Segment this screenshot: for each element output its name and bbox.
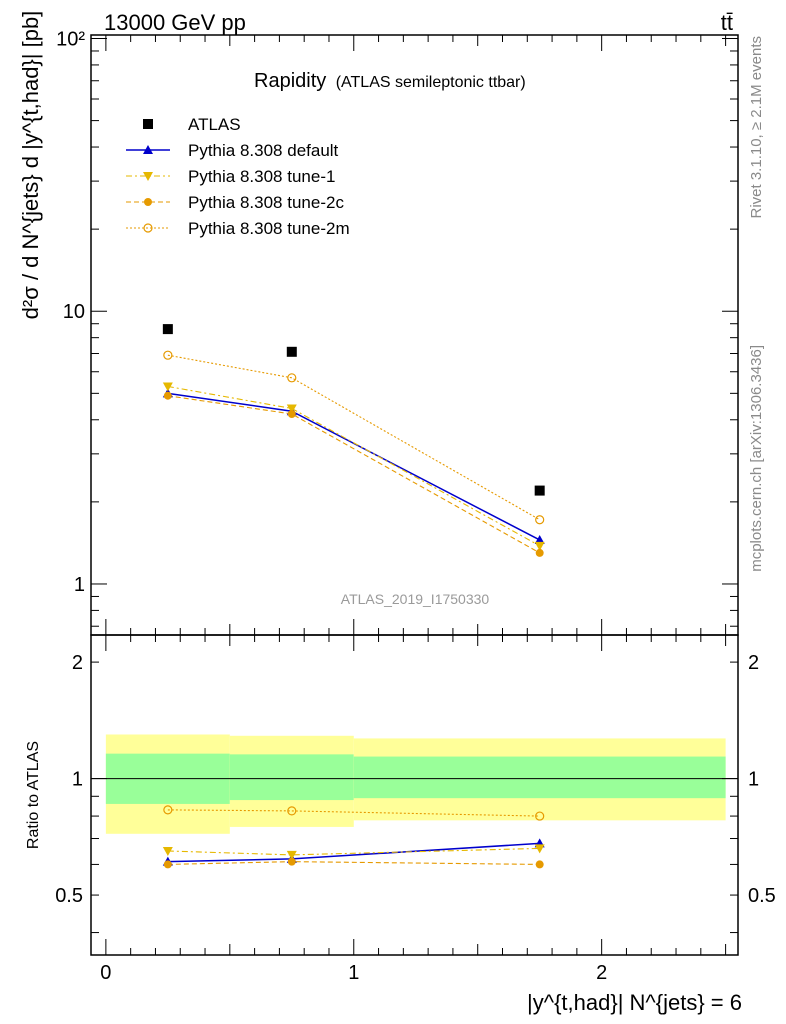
ratio-marker-pythia-8-308-tune-1 [534, 844, 545, 854]
legend-label-pythia-8-308-default: Pythia 8.308 default [188, 141, 339, 160]
uncertainty-bands [91, 734, 738, 834]
y-tick-label: 1 [74, 574, 85, 596]
ratio-panel-frame [90, 634, 739, 956]
analysis-id: ATLAS_2019_I1750330 [341, 591, 490, 607]
legend-marker-pythia-8-308-tune-1 [143, 172, 153, 181]
ratio-tick-label: 2 [72, 652, 83, 674]
marker-pythia-8-308-tune-2c [287, 409, 296, 418]
series-line-pythia-8-308-default [167, 392, 541, 541]
series-line-pythia-8-308-tune-2m [167, 354, 540, 521]
legend: ATLAS Pythia 8.308 default Pythia 8.308 tu… [126, 115, 350, 238]
ratio-marker-pythia-8-308-tune-1 [162, 846, 173, 856]
process-label: tt̄ [721, 10, 733, 35]
legend-label-pythia-8-308-tune-2c: Pythia 8.308 tune-2c [188, 193, 344, 212]
y-tick-label: 10 [63, 301, 85, 323]
legend-marker-pythia-8-308-tune-2c [144, 198, 152, 206]
marker-pythia-8-308-tune-2m [535, 515, 545, 525]
marker-pythia-8-308-tune-2m [163, 350, 173, 360]
data-point-atlas [162, 324, 173, 335]
legend-marker-atlas [143, 119, 153, 129]
ratio-tick-label-right: 2 [748, 652, 759, 674]
ratio-line-pythia-8-308-default [167, 842, 540, 863]
axis-ticks [91, 35, 738, 955]
ratio-marker-pythia-8-308-tune-2m [287, 806, 297, 816]
ratio-line-pythia-8-308-tune-2c [167, 861, 540, 865]
ratio-tick-label-right: 0.5 [748, 885, 776, 907]
marker-pythia-8-308-tune-2m [287, 373, 297, 383]
x-axis-label: |y^{t,had}| N^{jets} = 6 [527, 990, 742, 1015]
ratio-axis-label: Ratio to ATLAS [25, 741, 42, 849]
marker-pythia-8-308-default [534, 534, 545, 544]
marker-pythia-8-308-tune-1 [286, 404, 297, 414]
marker-pythia-8-308-tune-1 [162, 382, 173, 392]
chart-subtitle: (ATLAS semileptonic ttbar) [336, 74, 526, 91]
x-tick-label: 1 [348, 962, 359, 984]
x-tick-label: 2 [596, 962, 607, 984]
inner-band-bin [353, 756, 726, 799]
ratio-marker-pythia-8-308-tune-1 [286, 850, 297, 860]
ratio-marker-pythia-8-308-tune-2c [163, 860, 172, 869]
legend-label-pythia-8-308-tune-2m: Pythia 8.308 tune-2m [188, 219, 350, 238]
ratio-marker-pythia-8-308-tune-2c [287, 857, 296, 866]
x-tick-label: 0 [100, 962, 111, 984]
tick-labels: 1 10 10² 0.5 0.5 1 1 2 2 0 1 2 [55, 29, 776, 984]
y-axis-label: d²σ / d N^{jets} d |y^{t,had}| [pb] [18, 11, 43, 320]
chart-title-line: Rapidity (ATLAS semileptonic ttbar) [254, 70, 526, 92]
ratio-line-pythia-8-308-tune-2m [167, 809, 540, 817]
ratio-tick-label-right: 1 [748, 769, 759, 791]
legend-label-pythia-8-308-tune-1: Pythia 8.308 tune-1 [188, 167, 335, 186]
marker-pythia-8-308-tune-1 [534, 541, 545, 551]
data-point-atlas [534, 485, 545, 496]
y-tick-label: 10² [56, 29, 85, 51]
marker-pythia-8-308-tune-2c [163, 391, 172, 400]
ratio-marker-pythia-8-308-tune-2m [163, 805, 173, 815]
series-line-pythia-8-308-tune-2c [167, 395, 540, 554]
rivet-label: Rivet 3.1.10, ≥ 2.1M events [748, 36, 765, 219]
data-point-atlas [286, 346, 297, 357]
energy-label: 13000 GeV pp [104, 10, 246, 35]
ratio-tick-label: 0.5 [55, 885, 83, 907]
legend-label-atlas: ATLAS [188, 115, 241, 134]
ratio-tick-label: 1 [72, 769, 83, 791]
ratio-marker-pythia-8-308-tune-2m [535, 811, 545, 821]
ratio-marker-pythia-8-308-tune-2c [535, 860, 544, 869]
mcplots-label: mcplots.cern.ch [arXiv:1306.3436] [748, 345, 765, 572]
ratio-line-pythia-8-308-tune-1 [167, 847, 540, 856]
chart-title: Rapidity [254, 70, 326, 92]
inner-band-bin [229, 754, 354, 801]
marker-pythia-8-308-tune-2c [535, 548, 544, 557]
